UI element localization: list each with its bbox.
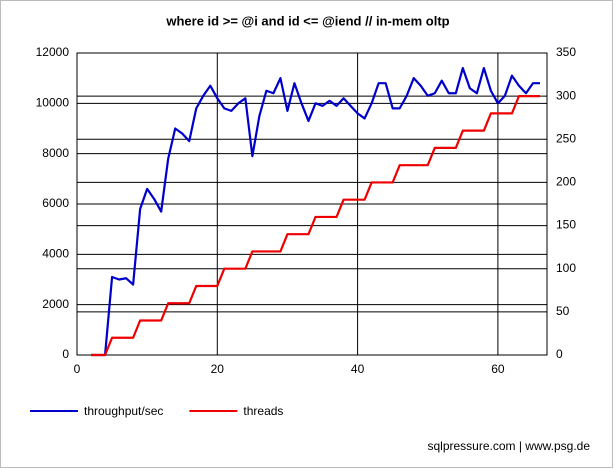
y-tick-label: 12000 [36,45,70,59]
series-line [91,67,540,357]
legend-label: threads [243,404,283,418]
y2-tick-label: 300 [556,88,576,102]
x-tick-label: 40 [351,362,365,376]
y-tick-label: 0 [62,347,69,361]
footer: sqlpressure.com | www.psg.de [427,439,590,453]
chart-title: where id >= @i and id <= @iend // in-mem… [165,13,449,28]
y2-tick-label: 200 [556,175,576,189]
legend-label: throughput/sec [84,404,163,418]
x-tick-label: 60 [491,362,505,376]
y-tick-label: 2000 [42,297,69,311]
y2-tick-label: 50 [556,304,570,318]
x-tick-label: 0 [74,362,81,376]
y-tick-label: 10000 [36,96,70,110]
y-tick-label: 4000 [42,247,69,261]
y-tick-label: 6000 [42,196,69,210]
y-tick-label: 8000 [42,146,69,160]
series-line [91,95,540,357]
y2-tick-label: 350 [556,45,576,59]
x-tick-label: 20 [211,362,225,376]
y2-tick-label: 150 [556,218,576,232]
y2-tick-label: 250 [556,131,576,145]
y2-tick-label: 0 [556,347,563,361]
y2-tick-label: 100 [556,261,576,275]
